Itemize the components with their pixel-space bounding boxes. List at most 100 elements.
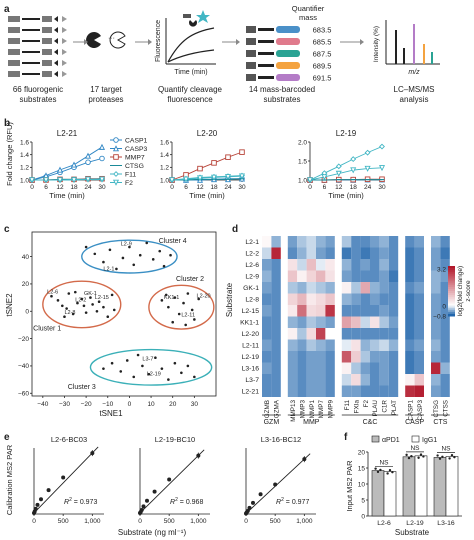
colorbar-segment [448,278,455,282]
colorbar-segment [448,307,455,311]
calibration-plot: L2-19-BC10 0 500 1,000 R2 = 0.968 [138,435,210,525]
heatmap-cell [414,339,424,351]
x-tick-label: 0 [138,518,142,525]
heatmap-cell [388,247,399,259]
heatmap-cell [316,236,326,248]
legend-label: CTSG [125,163,144,170]
legend-swatch-apd1 [371,435,380,443]
heatmap-col-label: CTSS [443,400,450,417]
heatmap-cell [287,305,298,317]
heatmap-col-label: MMP1 [309,400,316,419]
cluster-label: Cluster 4 [159,238,187,245]
tsne-point [162,264,166,268]
proteases-label-line2: proteases [88,95,123,104]
heatmap-cell [262,385,272,397]
heatmap-cell [341,305,352,317]
heatmap-cell [379,362,389,374]
tsne-point [138,253,142,257]
heatmap-cell [325,339,335,351]
calibration-point [152,489,157,494]
data-point-triangle [56,166,64,173]
heatmap-cell [414,351,424,363]
data-point-triangle-down [306,177,314,184]
quantifier-mass-value: 685.5 [313,38,332,47]
data-point-triangle [70,161,78,168]
barcode-mass-tag [276,38,300,45]
cluster-ellipse [42,280,122,329]
substrate-tag-icon [62,16,67,22]
x-tick-label: 1,000 [84,518,101,525]
y-tick-label: 1.2 [20,165,29,172]
panel-c: c −40 −30 −20 −10 0 10 20 30 −60 −40 −20 0 20 40 Clust… [4,224,217,418]
x-tick-label: 1,000 [190,518,207,525]
heatmap-col-label: MMP9 [328,400,335,419]
tsne-point-label: L2-20 [197,294,211,300]
panel-b-ylabel: Fold change (RFU) [5,122,14,186]
legend-label: IgG1 [422,437,437,444]
heatmap-cell [379,328,389,340]
heatmap-cell [360,259,370,271]
heatmap-cell [440,282,450,294]
heatmap-col-label: F2 [363,400,370,408]
heatmap-cell [271,305,281,317]
tsne-plot: −40 −30 −20 −10 0 10 20 30 −60 −40 −20 0 20 40 Cluster… [18,231,217,408]
cluster-label: Cluster 3 [68,384,96,391]
tsne-point [167,305,170,309]
protease-dots: ··· [108,35,115,42]
arrow-4-head [360,39,364,45]
heatmap-cell [271,236,281,248]
heatmap-cell [287,282,298,294]
protease-icons: ··· [86,31,126,49]
x-tick-label: 12 [196,184,204,191]
heatmap-row-label: L2-8 [245,297,259,304]
heatmap-cell [360,328,370,340]
heatmap-row-label: L2-2 [245,251,259,258]
heatmap-cell [370,316,380,328]
barcode-peptide [258,52,274,55]
heatmap-row-label: L3-16 [242,366,260,373]
heatmap-cell [370,270,380,282]
y-tick-label: 20 [358,449,366,456]
lcms-label-line2: analysis [400,95,429,104]
barcode-mass-tag [276,74,300,81]
heatmap-col-label: CASP1 [407,400,414,421]
timecourse-plot: L2-21 1.0 1.2 1.4 1.6 0 6 12 18 24 30 Time (min) [20,129,106,200]
heatmap-cell [316,351,326,363]
tsne-point [158,249,162,253]
tsne-ylabel: tSNE2 [5,293,14,317]
colorbar-segment [448,284,455,288]
substrate-peptide [22,62,40,64]
quantifier-mass-value: 683.5 [313,26,332,35]
heatmap-cell [431,351,441,363]
heatmap-cell [360,236,370,248]
heatmap-cell [360,351,370,363]
heatmap-cell [262,282,272,294]
fit-line [33,446,99,514]
y-tick-label: 40 [22,254,30,261]
data-point-triangle-down [112,179,120,186]
data-point-triangle-down [56,177,64,184]
heatmap-cell [271,293,281,305]
calibration-ylabel: Calibration MS2 PAR [5,444,14,515]
x-tick-label: −20 [81,401,92,408]
r-symbol: R [276,499,281,506]
bar-dot [410,454,413,458]
bar-category-label: L2-6 [377,520,391,527]
heatmap-cell [306,259,316,271]
tsne-frame [31,231,217,397]
heatmap-row-label: L2-11 [242,343,259,350]
data-point-triangle [112,145,120,152]
heatmap-cell [341,236,352,248]
quantifier-mass-value: 689.5 [313,62,332,71]
protease-pacman-icon [86,32,101,49]
heatmap-cell [405,316,415,328]
bar-dot [405,453,408,457]
barcode-block-dark [246,62,256,69]
r-squared-exponent: 2 [281,497,284,503]
heatmap-cell [379,316,389,328]
heatmap-cell [306,374,316,386]
panel-b-letter: b [4,118,10,129]
tsne-point [141,364,144,368]
heatmap-cell [316,293,326,305]
x-tick-label: 0 [308,184,312,191]
